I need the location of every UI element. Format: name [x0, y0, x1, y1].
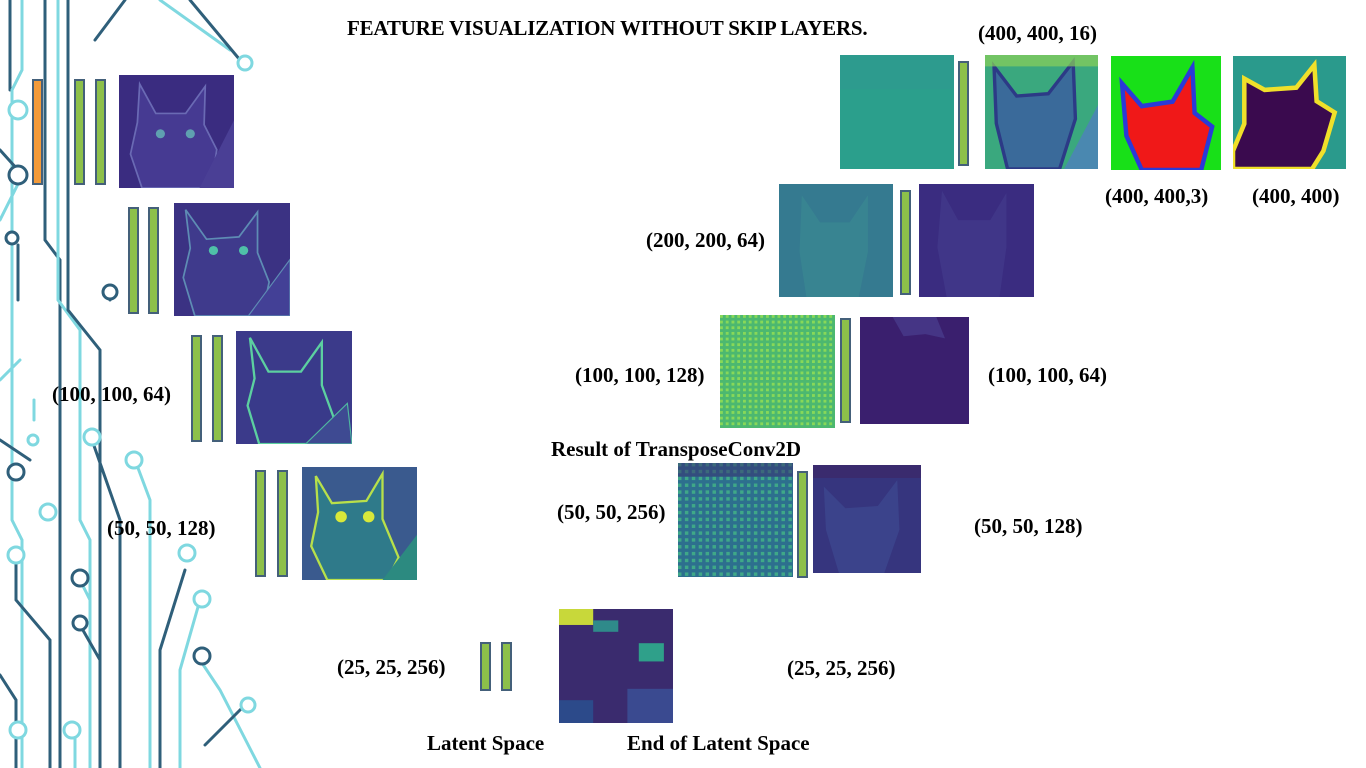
conv-layer-bar	[148, 207, 159, 314]
output-rgb-map	[1111, 56, 1221, 170]
label-transpose-result: Result of TransposeConv2D	[551, 437, 802, 461]
conv-layer-bar	[958, 61, 969, 166]
feature-map-encoder-400	[119, 75, 234, 188]
label-enc-50-128: (50, 50, 128)	[107, 516, 216, 540]
conv-layer-bar	[900, 190, 911, 295]
feature-map-decoder-50	[813, 465, 921, 573]
conv-layer-bar	[212, 335, 223, 442]
feature-map-latent	[559, 609, 673, 723]
label-dec-100-128: (100, 100, 128)	[575, 363, 705, 387]
conv-layer-bar	[74, 79, 85, 185]
output-mask-map	[1233, 56, 1346, 169]
label-latent-in: (25, 25, 256)	[337, 655, 446, 679]
label-dec-100-64: (100, 100, 64)	[988, 363, 1107, 387]
label-out-rgb: (400, 400,3)	[1105, 184, 1209, 208]
label-dec-50-256: (50, 50, 256)	[557, 500, 666, 524]
feature-map-encoder-200	[174, 203, 290, 316]
label-out-mask: (400, 400)	[1252, 184, 1340, 208]
conv-layer-bar	[255, 470, 266, 577]
label-enc-100-64: (100, 100, 64)	[52, 382, 171, 406]
label-latent-out: (25, 25, 256)	[787, 656, 896, 680]
conv-layer-bar	[128, 207, 139, 314]
feature-map-transpose-200	[779, 184, 893, 297]
conv-layer-bar	[95, 79, 106, 185]
page-title: FEATURE VISUALIZATION WITHOUT SKIP LAYER…	[347, 16, 868, 40]
conv-layer-bar	[797, 471, 808, 578]
label-latent-space: Latent Space	[427, 731, 545, 755]
latent-bar	[480, 642, 491, 691]
label-dec-400-16: (400, 400, 16)	[978, 21, 1097, 45]
feature-map-encoder-100	[236, 331, 352, 444]
feature-map-decoder-200	[919, 184, 1034, 297]
feature-map-transpose-50	[678, 463, 793, 577]
label-dec-50-128: (50, 50, 128)	[974, 514, 1083, 538]
feature-map-encoder-50	[302, 467, 417, 580]
conv-layer-bar	[277, 470, 288, 577]
input-layer-bar	[32, 79, 43, 185]
feature-map-decoder-100	[860, 317, 969, 424]
feature-map-decoder-400	[985, 55, 1098, 169]
label-dec-200-64: (200, 200, 64)	[646, 228, 765, 252]
circuit-decoration	[0, 0, 262, 768]
label-end-latent: End of Latent Space	[627, 731, 810, 755]
latent-bar	[501, 642, 512, 691]
conv-layer-bar	[840, 318, 851, 423]
feature-map-transpose-100	[720, 315, 835, 428]
feature-map-transpose-400	[840, 55, 954, 169]
conv-layer-bar	[191, 335, 202, 442]
